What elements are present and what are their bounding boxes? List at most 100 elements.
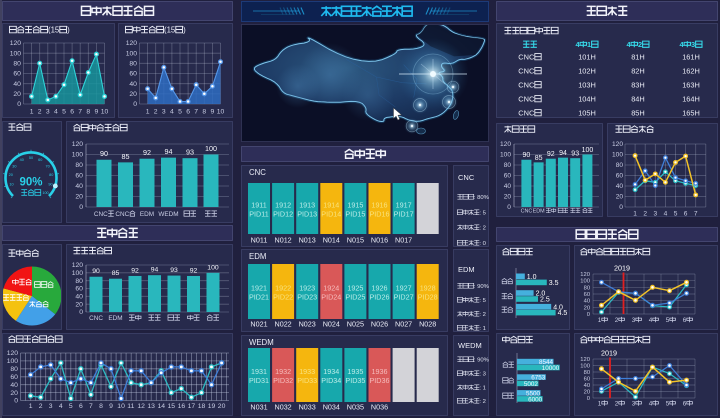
svg-text:19: 19 <box>208 403 216 410</box>
svg-text:60: 60 <box>584 292 590 298</box>
svg-text:: 1: : 1 <box>479 326 486 332</box>
svg-text:90: 90 <box>92 268 100 275</box>
svg-text:2.0: 2.0 <box>536 291 546 298</box>
svg-text:3: 3 <box>654 211 658 218</box>
svg-text:8544: 8544 <box>539 359 554 366</box>
svg-text:13: 13 <box>147 403 155 410</box>
svg-text:CNC: CNC <box>521 209 533 215</box>
svg-text:6: 6 <box>70 109 74 116</box>
svg-text:82H: 82H <box>631 67 645 76</box>
svg-text:18: 18 <box>198 403 206 410</box>
svg-text:40: 40 <box>504 183 512 190</box>
svg-text:100: 100 <box>580 279 590 285</box>
svg-text:CNC: CNC <box>518 95 535 104</box>
svg-text:1933: 1933 <box>299 367 315 376</box>
svg-text:PID15: PID15 <box>345 210 365 219</box>
svg-text:40: 40 <box>13 81 21 88</box>
svg-text:80: 80 <box>616 162 624 169</box>
svg-text:2: 2 <box>643 211 647 218</box>
svg-text:N023: N023 <box>299 320 316 329</box>
svg-text:83H: 83H <box>631 81 645 90</box>
svg-text:3: 3 <box>49 403 53 410</box>
svg-text:N031: N031 <box>250 403 267 412</box>
svg-text:5: 5 <box>666 401 670 408</box>
svg-text:1934: 1934 <box>323 367 339 376</box>
svg-text:100: 100 <box>126 50 138 57</box>
svg-text:1912: 1912 <box>275 201 291 210</box>
svg-text:161H: 161H <box>682 53 700 62</box>
svg-text:1: 1 <box>30 109 34 116</box>
svg-text:0: 0 <box>619 204 623 211</box>
svg-text:4: 4 <box>664 211 668 218</box>
svg-text:8: 8 <box>86 109 90 116</box>
svg-text:0: 0 <box>79 309 83 316</box>
svg-text:4: 4 <box>627 40 632 49</box>
svg-text:PID16: PID16 <box>370 210 390 219</box>
svg-text:30: 30 <box>12 164 16 168</box>
svg-text:PID13: PID13 <box>297 210 317 219</box>
svg-text:PID24: PID24 <box>321 293 341 302</box>
svg-text:80: 80 <box>10 366 18 373</box>
svg-text:EDM: EDM <box>458 265 475 274</box>
svg-text:100: 100 <box>580 364 590 370</box>
svg-text:94: 94 <box>559 150 567 157</box>
svg-text:PID33: PID33 <box>297 376 317 385</box>
svg-text:3: 3 <box>632 401 636 408</box>
svg-text:85H: 85H <box>631 109 645 118</box>
svg-text:7: 7 <box>78 109 82 116</box>
svg-text:CNC: CNC <box>115 211 129 218</box>
svg-text:5: 5 <box>674 211 678 218</box>
svg-text:: 80%: : 80% <box>474 195 490 201</box>
svg-text:80: 80 <box>75 162 83 169</box>
svg-text:N021: N021 <box>250 320 267 329</box>
svg-text:92: 92 <box>190 268 198 275</box>
svg-text:50: 50 <box>29 156 33 160</box>
svg-text:3: 3 <box>691 40 695 49</box>
svg-text:3: 3 <box>632 317 636 324</box>
svg-text:40: 40 <box>75 294 83 301</box>
svg-text:6: 6 <box>79 403 83 410</box>
svg-text:PID22: PID22 <box>273 293 293 302</box>
svg-text:103H: 103H <box>578 81 596 90</box>
svg-text:20: 20 <box>9 173 13 177</box>
svg-text:80: 80 <box>75 278 83 285</box>
svg-text:1: 1 <box>29 403 33 410</box>
svg-text:10: 10 <box>117 403 125 410</box>
svg-text:1: 1 <box>633 211 637 218</box>
svg-text:PID21: PID21 <box>249 293 269 302</box>
svg-text:70: 70 <box>45 164 49 168</box>
svg-text:10: 10 <box>217 109 225 116</box>
svg-text:15: 15 <box>168 403 176 410</box>
svg-text:1925: 1925 <box>347 284 363 293</box>
svg-text:0: 0 <box>14 398 18 405</box>
svg-text:12: 12 <box>137 403 145 410</box>
svg-text:3: 3 <box>46 109 50 116</box>
svg-text:120: 120 <box>72 141 84 148</box>
svg-text:40: 40 <box>20 158 24 162</box>
svg-text:N013: N013 <box>299 236 316 245</box>
svg-text:: 5: : 5 <box>479 298 486 304</box>
svg-text:N034: N034 <box>323 403 340 412</box>
svg-text:16: 16 <box>178 403 186 410</box>
svg-text:N027: N027 <box>395 320 412 329</box>
svg-text:N028: N028 <box>419 320 436 329</box>
svg-text:2: 2 <box>615 401 619 408</box>
svg-text:20: 20 <box>75 194 83 201</box>
svg-text:1931: 1931 <box>251 367 267 376</box>
svg-text:1932: 1932 <box>275 367 291 376</box>
svg-text:1913: 1913 <box>299 201 315 210</box>
svg-text:1921: 1921 <box>251 284 267 293</box>
svg-text:4.0: 4.0 <box>553 304 563 311</box>
svg-text:2: 2 <box>615 317 619 324</box>
svg-text:EDM: EDM <box>108 315 122 322</box>
svg-text:EDM: EDM <box>249 252 266 261</box>
svg-text:80: 80 <box>129 61 137 68</box>
svg-text:100: 100 <box>500 152 511 159</box>
svg-text:100: 100 <box>582 147 594 154</box>
svg-text:0: 0 <box>133 101 137 108</box>
svg-text:PID17: PID17 <box>394 210 414 219</box>
svg-text:N015: N015 <box>347 236 364 245</box>
svg-text:4: 4 <box>54 109 58 116</box>
svg-text:PID12: PID12 <box>273 210 293 219</box>
svg-text:100: 100 <box>10 50 22 57</box>
